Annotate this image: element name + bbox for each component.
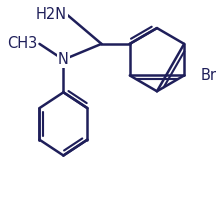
- Text: CH3: CH3: [7, 36, 37, 51]
- Text: N: N: [58, 52, 69, 67]
- Text: H2N: H2N: [36, 7, 67, 22]
- Text: Br: Br: [200, 68, 216, 83]
